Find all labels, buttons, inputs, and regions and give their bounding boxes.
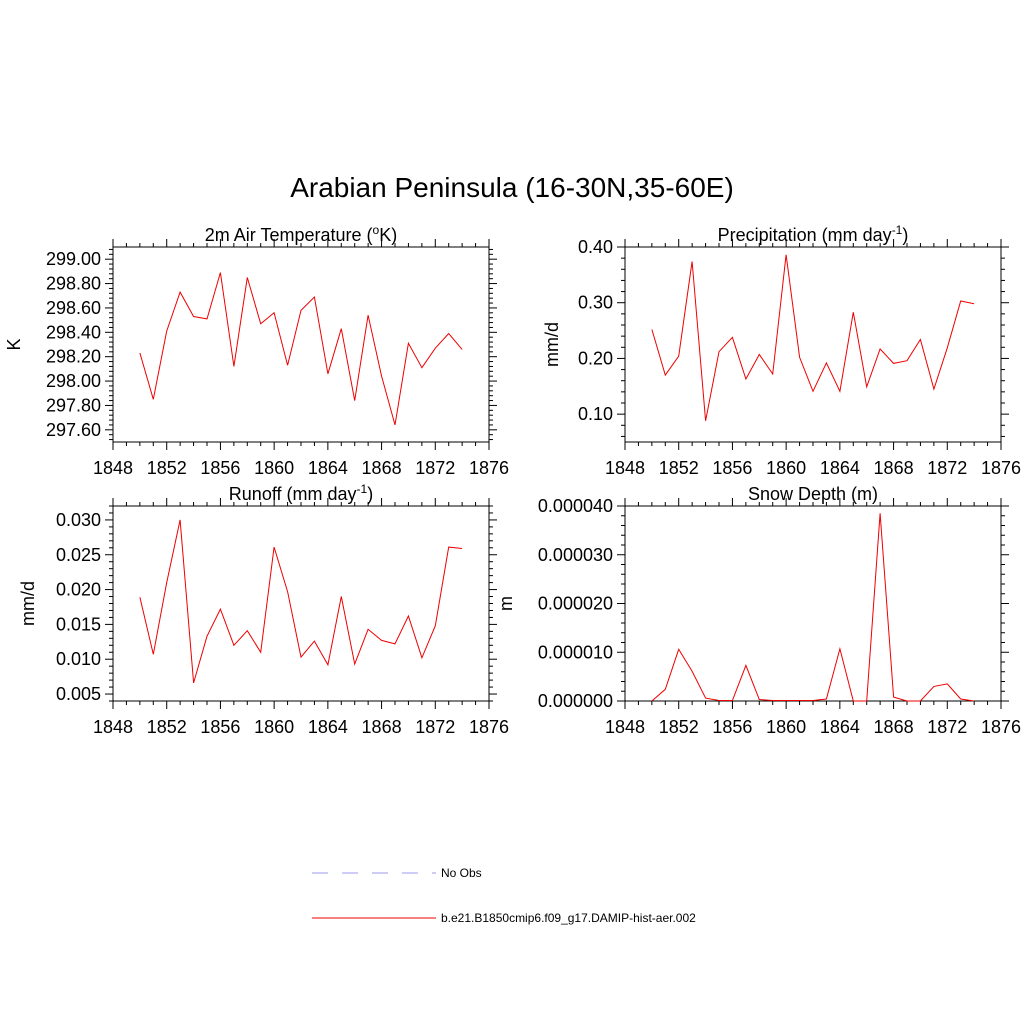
y-tick-label: 0.030 xyxy=(56,510,101,530)
x-tick-label: 1856 xyxy=(712,458,752,478)
x-tick-label: 1872 xyxy=(927,458,967,478)
x-tick-label: 1860 xyxy=(254,458,294,478)
x-tick-label: 1868 xyxy=(874,458,914,478)
y-axis-label: K xyxy=(4,338,24,350)
y-tick-label: 0.010 xyxy=(56,649,101,669)
y-tick-label: 0.000000 xyxy=(538,691,613,711)
x-tick-label: 1876 xyxy=(981,717,1021,737)
y-axis-label: mm/d xyxy=(542,322,562,367)
x-tick-label: 1860 xyxy=(766,717,806,737)
x-tick-label: 1856 xyxy=(200,458,240,478)
y-tick-label: 0.000020 xyxy=(538,594,613,614)
panel-title: 2m Air Temperature (oK) xyxy=(205,223,397,245)
plot-frame-1 xyxy=(624,246,1002,443)
panel-title: Snow Depth (m) xyxy=(748,484,878,504)
y-tick-label: 0.000040 xyxy=(538,496,613,516)
panel-title: Precipitation (mm day-1) xyxy=(718,223,909,245)
plot-frame-2 xyxy=(112,505,490,702)
main-title: Arabian Peninsula (16-30N,35-60E) xyxy=(290,172,734,203)
x-tick-label: 1848 xyxy=(605,717,645,737)
y-tick-label: 298.60 xyxy=(46,298,101,318)
x-tick-label: 1868 xyxy=(362,458,402,478)
y-tick-label: 298.00 xyxy=(46,371,101,391)
y-tick-label: 297.80 xyxy=(46,395,101,415)
x-tick-label: 1856 xyxy=(712,717,752,737)
x-tick-label: 1864 xyxy=(308,717,348,737)
series-line xyxy=(139,272,463,426)
x-tick-label: 1860 xyxy=(254,717,294,737)
y-tick-label: 0.000010 xyxy=(538,642,613,662)
y-tick-label: 297.60 xyxy=(46,420,101,440)
x-tick-label: 1864 xyxy=(820,458,860,478)
x-tick-label: 1852 xyxy=(659,717,699,737)
x-tick-label: 1872 xyxy=(927,717,967,737)
y-tick-label: 298.20 xyxy=(46,347,101,367)
legend-label-model: b.e21.B1850cmip6.f09_g17.DAMIP-hist-aer.… xyxy=(441,911,696,925)
series-line xyxy=(651,513,975,702)
y-axis-label: mm/d xyxy=(18,581,38,626)
x-tick-label: 1860 xyxy=(766,458,806,478)
y-tick-label: 299.00 xyxy=(46,249,101,269)
x-tick-label: 1868 xyxy=(874,717,914,737)
series-line xyxy=(651,254,975,421)
y-tick-label: 0.005 xyxy=(56,684,101,704)
y-axis-label: m xyxy=(496,596,516,611)
y-tick-label: 0.30 xyxy=(578,293,613,313)
x-tick-label: 1876 xyxy=(469,717,509,737)
x-tick-label: 1848 xyxy=(605,458,645,478)
plot-frame-3 xyxy=(624,505,1002,702)
x-tick-label: 1856 xyxy=(200,717,240,737)
y-tick-label: 0.025 xyxy=(56,545,101,565)
x-tick-label: 1852 xyxy=(659,458,699,478)
plot-frame-0 xyxy=(112,246,490,443)
x-tick-label: 1872 xyxy=(415,717,455,737)
y-tick-label: 298.80 xyxy=(46,274,101,294)
y-tick-label: 298.40 xyxy=(46,322,101,342)
x-tick-label: 1868 xyxy=(362,717,402,737)
x-tick-label: 1848 xyxy=(93,458,133,478)
x-tick-label: 1864 xyxy=(820,717,860,737)
y-tick-label: 0.10 xyxy=(578,404,613,424)
x-tick-label: 1876 xyxy=(469,458,509,478)
y-tick-label: 0.000030 xyxy=(538,545,613,565)
legend-label-no-obs: No Obs xyxy=(441,866,482,880)
x-tick-label: 1872 xyxy=(415,458,455,478)
y-tick-label: 0.020 xyxy=(56,580,101,600)
y-tick-label: 0.20 xyxy=(578,348,613,368)
y-tick-label: 0.015 xyxy=(56,614,101,634)
series-line xyxy=(139,519,463,684)
x-tick-label: 1864 xyxy=(308,458,348,478)
y-tick-label: 0.40 xyxy=(578,237,613,257)
x-tick-label: 1852 xyxy=(147,717,187,737)
panel-title: Runoff (mm day-1) xyxy=(229,482,373,504)
x-tick-label: 1848 xyxy=(93,717,133,737)
x-tick-label: 1876 xyxy=(981,458,1021,478)
x-tick-label: 1852 xyxy=(147,458,187,478)
